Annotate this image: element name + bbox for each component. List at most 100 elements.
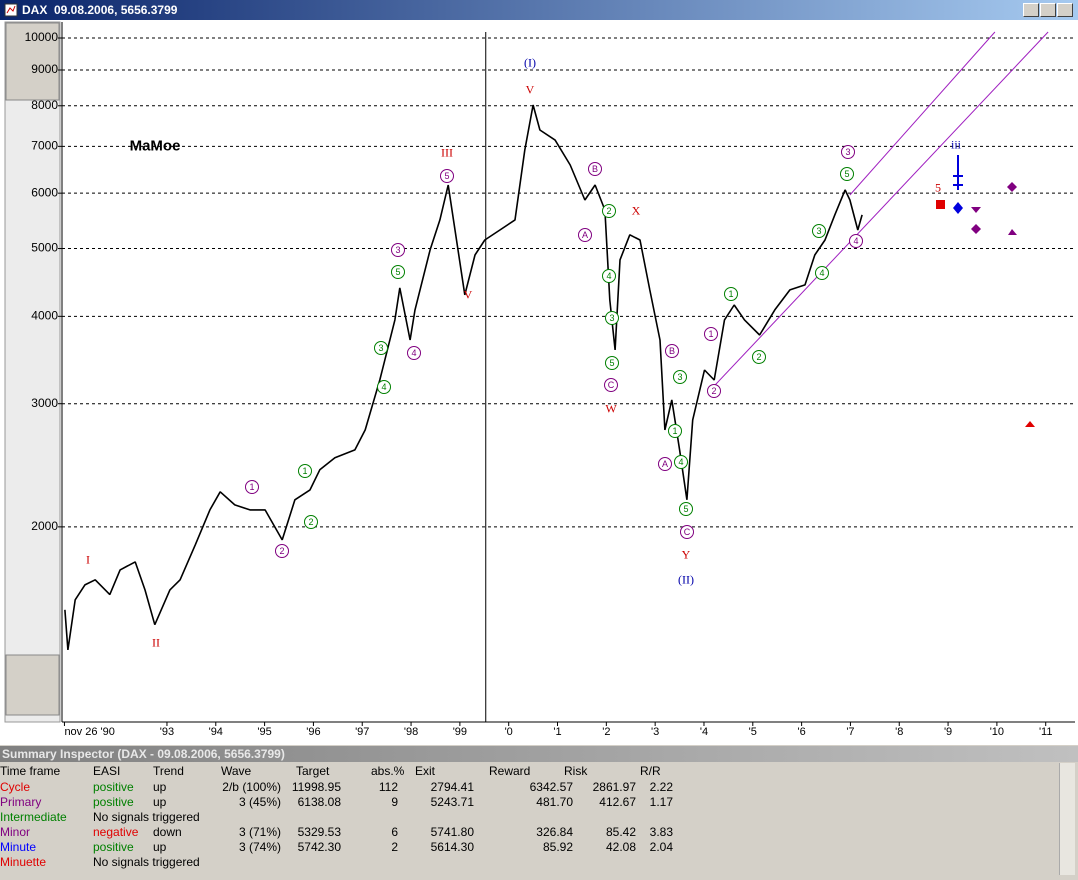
y-tick-label: 5000: [31, 241, 58, 255]
row-name: Cycle: [0, 780, 31, 794]
wave-label: 5: [844, 169, 849, 179]
window-title: DAX 09.08.2006, 5656.3799: [22, 3, 178, 17]
table-cell: positive: [93, 795, 134, 809]
y-tick-label: 4000: [31, 308, 58, 322]
summary-title-bar: Summary Inspector (DAX - 09.08.2006, 565…: [0, 746, 1078, 762]
wave-label: (II): [678, 572, 694, 586]
wave-circle: [604, 378, 618, 392]
wave-label: 1: [708, 329, 713, 339]
table-cell: 6: [391, 825, 398, 839]
wave-circle: [605, 356, 619, 370]
wave-circle: [665, 344, 679, 358]
wave-label: 4: [606, 271, 611, 281]
y-tick-label: 2000: [31, 519, 58, 533]
x-tick-label: '96: [306, 726, 320, 738]
wave-circle: [605, 311, 619, 325]
scroll-thumb[interactable]: [5, 22, 60, 101]
y-tick-label: 7000: [31, 139, 58, 153]
x-tick-label: '6: [798, 726, 806, 738]
wave-circle: [812, 224, 826, 238]
scroll-thumb[interactable]: [5, 654, 60, 716]
wave-circle: [841, 145, 855, 159]
wave-label: 3: [395, 245, 400, 255]
wave-label: 3: [378, 343, 383, 353]
table-cell: 42.08: [605, 840, 636, 854]
wave-circle: [674, 455, 688, 469]
table-cell: 9: [391, 795, 398, 809]
minimize-button[interactable]: [1023, 3, 1039, 17]
y-tick-label: 9000: [31, 62, 58, 76]
close-button[interactable]: [1057, 3, 1073, 17]
wave-label: V: [526, 82, 535, 96]
wave-label: 3: [816, 226, 821, 236]
table-cell: 2794.41: [430, 780, 474, 794]
wave-label: 5: [395, 267, 400, 277]
chart: 2000 3000 4000 5000 6000 7000 8000 9000 10000 nov…: [0, 20, 1078, 745]
wave-circle: [849, 234, 863, 248]
wave-label: 3: [845, 147, 850, 157]
column-header: R/R: [640, 764, 661, 778]
wave-circle: [391, 265, 405, 279]
summary-table: Time frame EASI Trend Wave Target abs.% Exit Re…: [0, 763, 1058, 875]
wave-label: 2: [279, 546, 284, 556]
column-header: EASI: [93, 764, 121, 778]
wave-circle: [704, 327, 718, 341]
table-cell: No signals triggered: [93, 855, 200, 869]
watermark: MaMoe: [130, 137, 181, 154]
wave-label: 2: [606, 206, 611, 216]
table-cell: positive: [93, 840, 134, 854]
target-marker: [936, 200, 945, 209]
wave-label: 1: [672, 426, 677, 436]
wave-label: 5: [444, 171, 449, 181]
wave-label: B: [669, 346, 675, 356]
wave-label: 4: [678, 457, 683, 467]
wave-label: W: [605, 401, 617, 415]
y-axis-panel: [4, 21, 61, 723]
wave-label: 5: [935, 180, 941, 194]
wave-label: 3: [609, 313, 614, 323]
title-bar: DAX 09.08.2006, 5656.3799: [0, 0, 1078, 20]
target-marker: [1025, 421, 1035, 427]
y-tick-label: 3000: [31, 396, 58, 410]
wave-circle: [245, 480, 259, 494]
table-cell: No signals triggered: [93, 810, 200, 824]
column-header: Exit: [415, 764, 436, 778]
table-cell: 3 (45%): [238, 795, 281, 809]
x-tick-label: '0: [505, 726, 513, 738]
wave-circle: [724, 287, 738, 301]
scrollbar[interactable]: [1059, 763, 1075, 875]
table-cell: 11998.95: [291, 780, 341, 794]
target-marker: [953, 202, 963, 214]
wave-label: C: [684, 527, 691, 537]
table-cell: 2.04: [649, 840, 673, 854]
wave-label: B: [592, 164, 598, 174]
x-tick-label: '5: [749, 726, 757, 738]
target-marker: [971, 224, 981, 234]
wave-circle: [374, 341, 388, 355]
wave-circle: [840, 167, 854, 181]
table-cell: 85.92: [542, 840, 573, 854]
table-cell: 3 (71%): [238, 825, 281, 839]
wave-circle: [588, 162, 602, 176]
wave-circle: [391, 243, 405, 257]
wave-circle: [679, 502, 693, 516]
forecast-markers: [936, 155, 1035, 427]
wave-circle: [658, 457, 672, 471]
table-cell: up: [153, 795, 167, 809]
wave-circle: [304, 515, 318, 529]
wave-circle: [680, 525, 694, 539]
table-cell: 5742.30: [297, 840, 341, 854]
app-icon: [4, 3, 18, 17]
wave-circle: [578, 228, 592, 242]
target-marker: [971, 207, 981, 213]
wave-label: A: [582, 230, 588, 240]
maximize-button[interactable]: [1040, 3, 1056, 17]
table-cell: 481.70: [536, 795, 573, 809]
wave-circle: [602, 204, 616, 218]
wave-label: C: [608, 380, 615, 390]
table-cell: 5329.53: [297, 825, 341, 839]
wave-label: 5: [683, 504, 688, 514]
wave-circle: [275, 544, 289, 558]
column-header: Target: [296, 764, 330, 778]
